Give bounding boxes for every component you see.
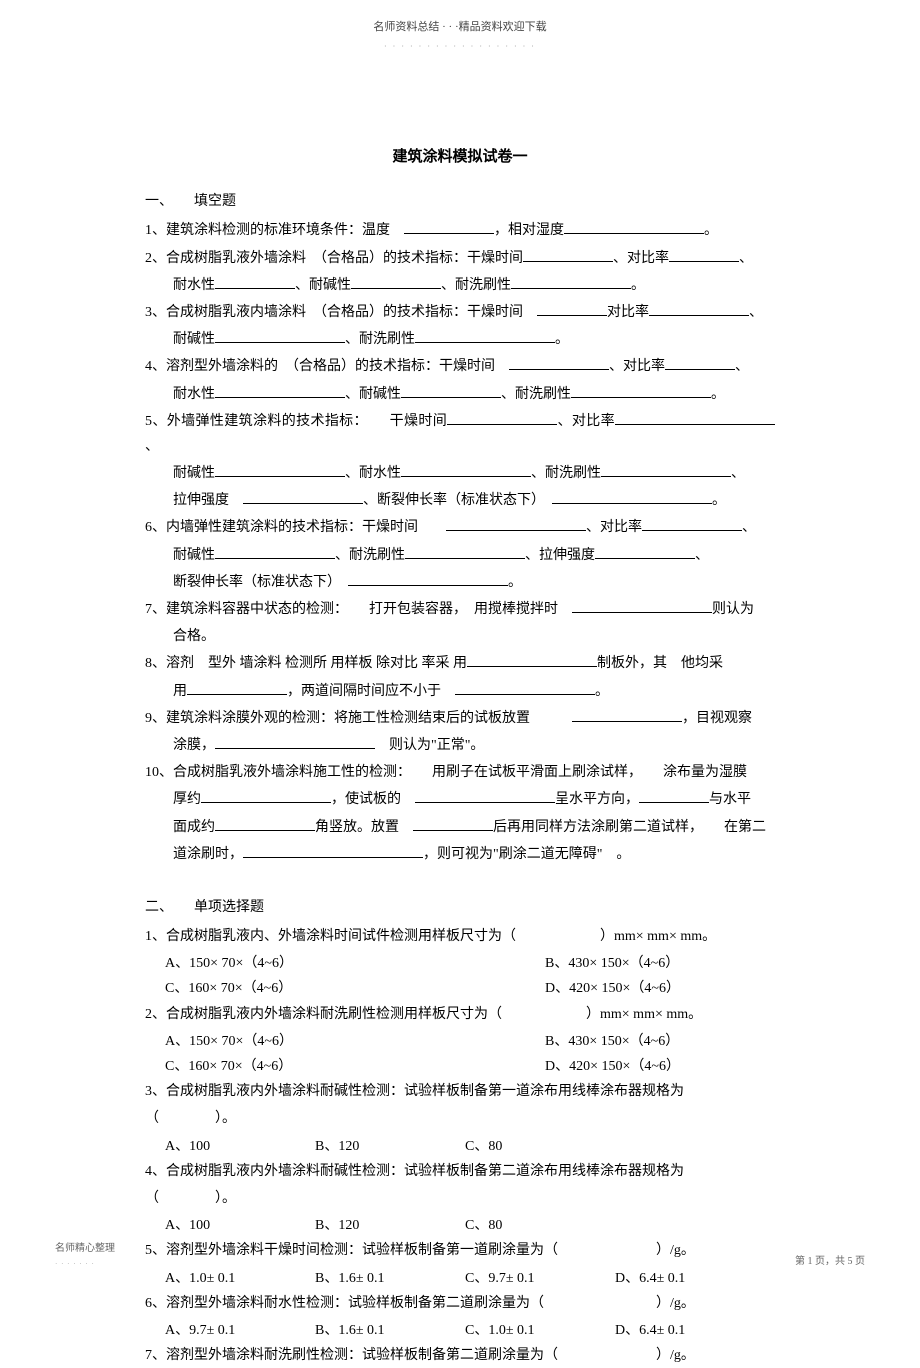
s2-q1-opts-ab: A、150× 70×（4~6） B、430× 150×（4~6） (145, 951, 775, 976)
header-dots: · · · · · · · · · · · · · · · · · · (0, 40, 920, 54)
s1-q9: 9、建筑涂料涂膜外观的检测：将施工性检测结束后的试板放置 ，目视观察 (145, 706, 775, 731)
section1-heading: 一、 填空题 (145, 189, 775, 214)
s1-q6-line3: 断裂伸长率（标准状态下） 。 (145, 570, 775, 595)
s2-q4: 4、合成树脂乳液内外墙涂料耐碱性检测：试验样板制备第二道涂布用线棒涂布器规格为 (145, 1159, 775, 1184)
s1-q6-line2: 耐碱性、耐洗刷性、拉伸强度、 (145, 543, 775, 568)
s2-q3-opts: A、100 B、120 C、80 (145, 1134, 775, 1159)
s1-q2: 2、合成树脂乳液外墙涂料 （合格品）的技术指标：干燥时间、对比率、 (145, 246, 775, 271)
footer-left: 名师精心整理 · · · · · · · (55, 1240, 115, 1271)
s2-q4-paren: （ ）。 (145, 1186, 775, 1211)
s1-q10-line4: 道涂刷时，，则可视为"刷涂二道无障碍" 。 (145, 842, 775, 867)
s1-q10-line3: 面成约角竖放。放置 后再用同样方法涂刷第二道试样， 在第二 (145, 815, 775, 840)
footer-right: 第 1 页，共 5 页 (795, 1253, 865, 1271)
s2-q2-opts-cd: C、160× 70×（4~6） D、420× 150×（4~6） (145, 1054, 775, 1079)
s1-q5: 5、外墙弹性建筑涂料的技术指标： 干燥时间、对比率、 (145, 409, 775, 459)
s1-q7: 7、建筑涂料容器中状态的检测： 打开包装容器， 用搅棒搅拌时 则认为 (145, 597, 775, 622)
s2-q5-opts: A、1.0± 0.1 B、1.6± 0.1 C、9.7± 0.1 D、6.4± … (145, 1266, 775, 1291)
s2-q3-paren: （ ）。 (145, 1106, 775, 1131)
s1-q4-line2: 耐水性、耐碱性、耐洗刷性。 (145, 382, 775, 407)
s1-q4: 4、溶剂型外墙涂料的 （合格品）的技术指标：干燥时间 、对比率、 (145, 354, 775, 379)
s2-q6: 6、溶剂型外墙涂料耐水性检测：试验样板制备第二道刷涂量为（ ）/g。 (145, 1291, 775, 1316)
s1-q3-line2: 耐碱性、耐洗刷性。 (145, 327, 775, 352)
s2-q2: 2、合成树脂乳液内外墙涂料耐洗刷性检测用样板尺寸为（ ）mm× mm× mm。 (145, 1002, 775, 1027)
doc-title: 建筑涂料模拟试卷一 (145, 144, 775, 171)
s1-q5-line2: 耐碱性、耐水性、耐洗刷性、 (145, 461, 775, 486)
s2-q1-opts-cd: C、160× 70×（4~6） D、420× 150×（4~6） (145, 976, 775, 1001)
s1-q5-line3: 拉伸强度 、断裂伸长率（标准状态下） 。 (145, 488, 775, 513)
content-area: 建筑涂料模拟试卷一 一、 填空题 1、建筑涂料检测的标准环境条件：温度 ，相对湿… (0, 54, 920, 1368)
s1-q3: 3、合成树脂乳液内墙涂料 （合格品）的技术指标：干燥时间 对比率、 (145, 300, 775, 325)
s1-q8: 8、溶剂 型外 墙涂料 检测所 用样板 除对比 率采 用制板外，其 他均采 (145, 651, 775, 676)
s2-q7: 7、溶剂型外墙涂料耐洗刷性检测：试验样板制备第二道刷涂量为（ ）/g。 (145, 1343, 775, 1368)
s1-q2-line2: 耐水性、耐碱性、耐洗刷性。 (145, 273, 775, 298)
s2-q4-opts: A、100 B、120 C、80 (145, 1213, 775, 1238)
s2-q2-opts-ab: A、150× 70×（4~6） B、430× 150×（4~6） (145, 1029, 775, 1054)
page-header: 名师资料总结 · · ·精品资料欢迎下载 · · · · · · · · · ·… (0, 0, 920, 54)
s1-q10: 10、合成树脂乳液外墙涂料施工性的检测： 用刷子在试板平滑面上刷涂试样， 涂布量… (145, 760, 775, 785)
s2-q3: 3、合成树脂乳液内外墙涂料耐碱性检测：试验样板制备第一道涂布用线棒涂布器规格为 (145, 1079, 775, 1104)
s1-q10-line2: 厚约，使试板的 呈水平方向，与水平 (145, 787, 775, 812)
s1-q7-line2: 合格。 (145, 624, 775, 649)
s2-q6-opts: A、9.7± 0.1 B、1.6± 0.1 C、1.0± 0.1 D、6.4± … (145, 1318, 775, 1343)
s2-q1: 1、合成树脂乳液内、外墙涂料时间试件检测用样板尺寸为（ ）mm× mm× mm。 (145, 924, 775, 949)
s1-q9-line2: 涂膜， 则认为"正常"。 (145, 733, 775, 758)
s2-q5: 5、溶剂型外墙涂料干燥时间检测：试验样板制备第一道刷涂量为（ ）/g。 (145, 1238, 775, 1263)
s1-q1: 1、建筑涂料检测的标准环境条件：温度 ，相对湿度。 (145, 218, 775, 243)
header-text: 名师资料总结 · · ·精品资料欢迎下载 (0, 18, 920, 38)
section2-heading: 二、 单项选择题 (145, 895, 775, 920)
s1-q6: 6、内墙弹性建筑涂料的技术指标：干燥时间 、对比率、 (145, 515, 775, 540)
s1-q8-line2: 用，两道间隔时间应不小于 。 (145, 679, 775, 704)
